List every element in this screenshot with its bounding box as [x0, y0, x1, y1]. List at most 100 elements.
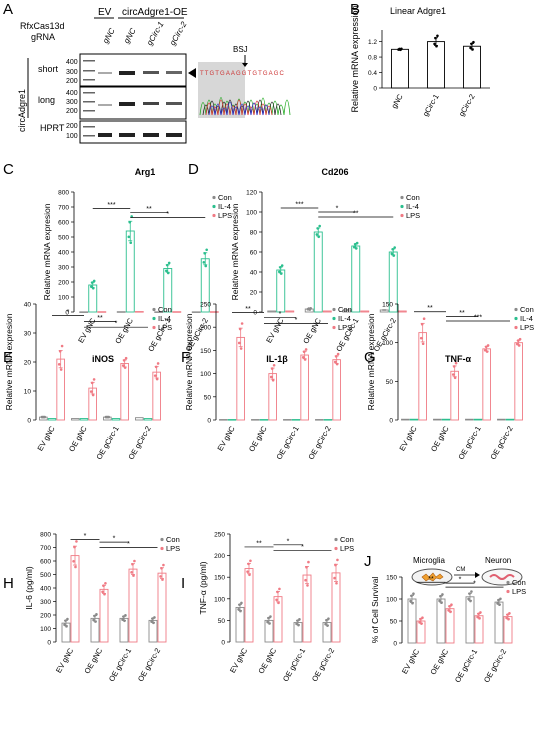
data-point — [238, 327, 242, 331]
data-point — [471, 48, 474, 51]
bar — [409, 418, 419, 421]
bar — [482, 348, 491, 421]
data-point — [127, 235, 131, 239]
y-tick-label: 0 — [27, 418, 31, 425]
gel-hprt — [79, 120, 187, 144]
y-tick-label: 800 — [58, 190, 69, 197]
y-tick-label: 300 — [58, 265, 69, 272]
data-point — [478, 617, 481, 620]
y-tick-label: 800 — [40, 532, 51, 539]
data-point — [298, 618, 301, 621]
data-point — [301, 355, 305, 359]
data-point — [279, 272, 283, 275]
panel-letter: I — [181, 575, 185, 592]
data-point — [72, 559, 75, 563]
data-point — [95, 613, 98, 616]
significance-label: *** — [107, 202, 115, 209]
data-point — [420, 622, 423, 625]
marker-label: 400 — [66, 59, 78, 66]
bar — [503, 616, 513, 644]
bar — [251, 419, 260, 421]
y-tick-label: 500 — [40, 572, 51, 579]
y-axis-label: % of Cell Survival — [370, 577, 380, 644]
y-axis-label: IL-6 (pg/ml) — [24, 566, 34, 610]
y-tick-label: 600 — [40, 559, 51, 566]
data-point — [90, 285, 93, 288]
panel-a-gel: A EV circAdgre1-OE RfxCas13d gRNA gNC gN… — [3, 1, 291, 144]
data-point — [419, 336, 423, 340]
data-point — [327, 617, 330, 620]
data-point — [435, 44, 438, 48]
y-tick-label: 40 — [250, 270, 258, 277]
panel-letter: D — [188, 161, 199, 178]
y-tick-label: 400 — [58, 250, 69, 257]
legend-marker — [506, 589, 510, 594]
x-tick-label: OE gCirc-1 — [94, 425, 120, 462]
microglia-cells-icon — [421, 572, 444, 582]
y-tick-label: 150 — [200, 348, 211, 355]
data-point — [318, 224, 321, 228]
bar — [497, 418, 506, 421]
bar — [191, 311, 201, 313]
data-point — [434, 36, 437, 40]
chart-title: Linear Adgre1 — [390, 6, 446, 16]
y-axis-label: Relative mRNA expresion — [366, 313, 376, 410]
x-tick-label: EV gNC — [264, 316, 286, 344]
bar — [505, 418, 515, 421]
data-point — [450, 603, 453, 607]
data-point — [484, 345, 488, 349]
data-point — [130, 571, 133, 574]
y-tick-label: 0 — [47, 640, 51, 647]
data-point — [167, 261, 171, 265]
significance-label: ** — [353, 211, 359, 218]
x-tick-label: EV gNC — [228, 646, 250, 674]
hprt-label: HPRT — [40, 123, 65, 133]
data-point — [102, 584, 105, 588]
y-tick-label: 0 — [207, 418, 211, 425]
bar — [244, 568, 254, 643]
y-axis-label: TNF-α (pg/ml) — [198, 561, 208, 614]
legend-marker — [152, 307, 156, 312]
legend-marker — [514, 316, 518, 321]
chart-title: Arg1 — [135, 167, 156, 177]
marker-label: 200 — [66, 78, 78, 85]
data-point — [153, 374, 157, 377]
data-point — [304, 348, 308, 351]
y-tick-label: 600 — [58, 220, 69, 227]
bar — [134, 311, 144, 313]
data-point — [515, 342, 519, 346]
x-tick-label: OE gCirc-2 — [488, 425, 514, 462]
data-point — [448, 605, 451, 608]
significance-label: ** — [428, 576, 434, 583]
panel-i-chart: I 0 50 100 150 200 250 TNF-α (pg/ml) EV gNC OE gN… — [181, 532, 354, 684]
panel-letter: B — [350, 1, 360, 18]
significance-label: * — [279, 311, 282, 318]
data-point — [498, 603, 501, 607]
legend-marker — [212, 195, 216, 200]
lane-label: gCirc-2 — [168, 20, 189, 47]
panel-letter: F — [181, 349, 190, 366]
data-point — [436, 34, 439, 38]
data-point — [104, 581, 107, 585]
data-point — [65, 625, 68, 628]
chart-title: iNOS — [92, 354, 114, 364]
bar — [332, 359, 341, 421]
x-tick-label: OE gNC — [428, 647, 450, 676]
data-point — [449, 610, 452, 614]
y-tick-label: 20 — [250, 290, 258, 297]
legend-label: Con — [218, 193, 232, 202]
bar — [235, 606, 245, 643]
data-point — [467, 597, 470, 601]
data-point — [309, 306, 312, 310]
panel-b-chart: B Linear Adgre1 0 0.4 0.8 1.2 Relative mRNA ex… — [350, 1, 490, 118]
bar — [322, 310, 332, 313]
x-tick-label: OE gNC — [429, 424, 451, 453]
data-point — [278, 266, 282, 269]
data-point — [57, 363, 61, 366]
data-point — [297, 623, 300, 627]
y-tick-label: 100 — [214, 596, 225, 603]
data-point — [517, 344, 521, 347]
data-point — [307, 560, 310, 564]
panel-letter: C — [3, 161, 14, 178]
